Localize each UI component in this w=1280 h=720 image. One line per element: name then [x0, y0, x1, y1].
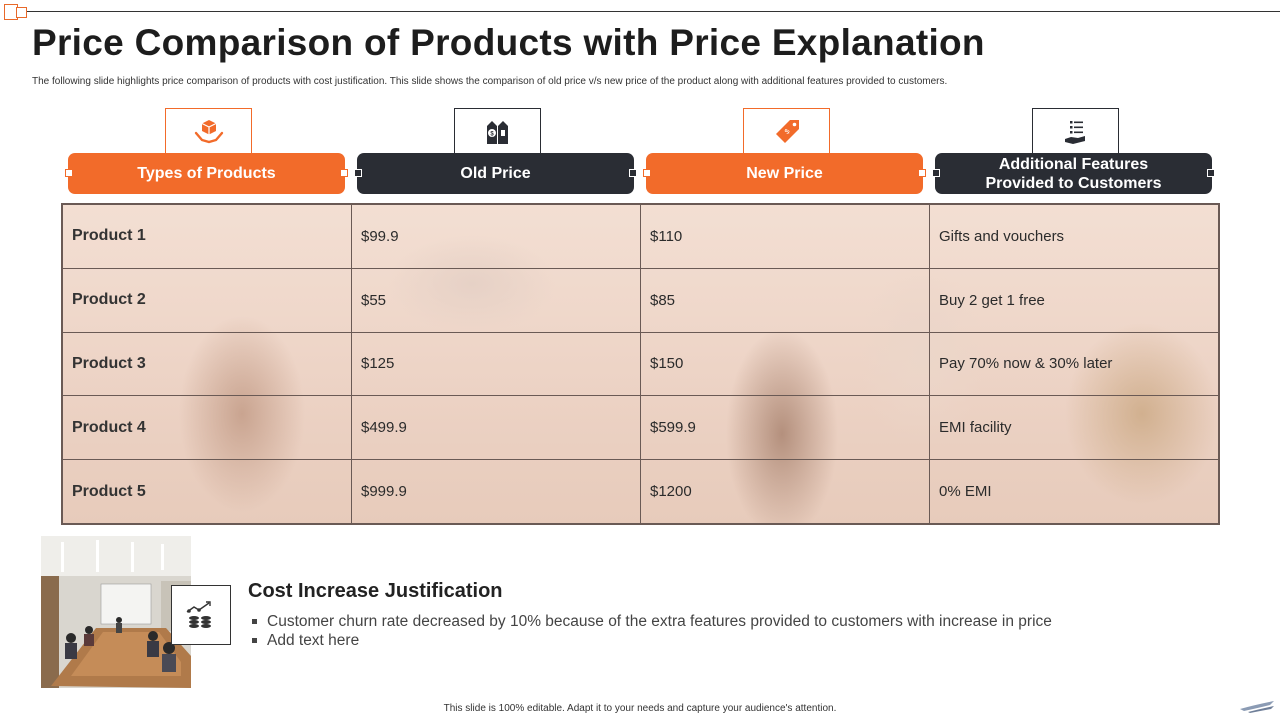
features-cell[interactable]: EMI facility [929, 395, 1219, 461]
old-price-cell[interactable]: $99.9 [351, 204, 641, 269]
column-header-label: Types of Products [137, 165, 276, 182]
column-header-types-of-products[interactable]: Types of Products [65, 153, 348, 194]
column-header-new-price[interactable]: New Price [643, 153, 926, 194]
bullet-item[interactable]: Add text here [252, 631, 1052, 650]
new-price-cell[interactable]: $85 [640, 267, 930, 333]
table-row: Product 3 $125 $150 Pay 70% now & 30% la… [62, 331, 1219, 397]
old-price-cell[interactable]: $125 [351, 331, 641, 397]
meeting-room-photo [41, 536, 191, 688]
price-tag-icon: $ [743, 108, 830, 155]
new-price-cell[interactable]: $150 [640, 331, 930, 397]
column-header-label: Additional Features Provided to Customer… [985, 155, 1162, 192]
footer-note: This slide is 100% editable. Adapt it to… [443, 703, 837, 714]
top-rule [22, 11, 1280, 12]
column-header-label: Old Price [460, 165, 531, 182]
old-price-cell[interactable]: $499.9 [351, 395, 641, 461]
hand-list-icon [1032, 108, 1119, 155]
svg-text:$: $ [783, 128, 791, 136]
table-row: Product 2 $55 $85 Buy 2 get 1 free [62, 267, 1219, 333]
product-name-cell[interactable]: Product 4 [62, 395, 352, 461]
old-price-cell[interactable]: $999.9 [351, 459, 641, 524]
column-header-old-price[interactable]: Old Price [354, 153, 637, 194]
bullet-item[interactable]: Customer churn rate decreased by 10% bec… [252, 612, 1052, 631]
new-price-cell[interactable]: $110 [640, 204, 930, 269]
column-header-label: New Price [746, 165, 823, 182]
features-cell[interactable]: Pay 70% now & 30% later [929, 331, 1219, 397]
product-name-cell[interactable]: Product 5 [62, 459, 352, 524]
product-name-cell[interactable]: Product 1 [62, 204, 352, 269]
price-comparison-table: Product 1 $99.9 $110 Gifts and vouchers … [61, 203, 1220, 525]
features-cell[interactable]: 0% EMI [929, 459, 1219, 524]
product-name-cell[interactable]: Product 2 [62, 267, 352, 333]
column-header-additional-features[interactable]: Additional Features Provided to Customer… [932, 153, 1215, 194]
table-row: Product 4 $499.9 $599.9 EMI facility [62, 395, 1219, 461]
features-cell[interactable]: Gifts and vouchers [929, 204, 1219, 269]
product-name-cell[interactable]: Product 3 [62, 331, 352, 397]
old-price-cell[interactable]: $55 [351, 267, 641, 333]
features-cell[interactable]: Buy 2 get 1 free [929, 267, 1219, 333]
new-price-cell[interactable]: $1200 [640, 459, 930, 524]
svg-text:$: $ [490, 132, 494, 138]
wing-logo-icon [1240, 699, 1276, 718]
table-row: Product 5 $999.9 $1200 0% EMI [62, 459, 1219, 524]
justification-title[interactable]: Cost Increase Justification [248, 580, 503, 602]
new-price-cell[interactable]: $599.9 [640, 395, 930, 461]
justification-bullets: Customer churn rate decreased by 10% bec… [252, 612, 1052, 650]
corner-decoration-small [16, 7, 27, 18]
slide-subtitle[interactable]: The following slide highlights price com… [32, 76, 948, 87]
price-tags-icon: $ [454, 108, 541, 155]
hand-box-icon [165, 108, 252, 155]
table-row: Product 1 $99.9 $110 Gifts and vouchers [62, 204, 1219, 269]
coins-growth-icon [171, 585, 231, 645]
slide-title[interactable]: Price Comparison of Products with Price … [32, 22, 985, 63]
